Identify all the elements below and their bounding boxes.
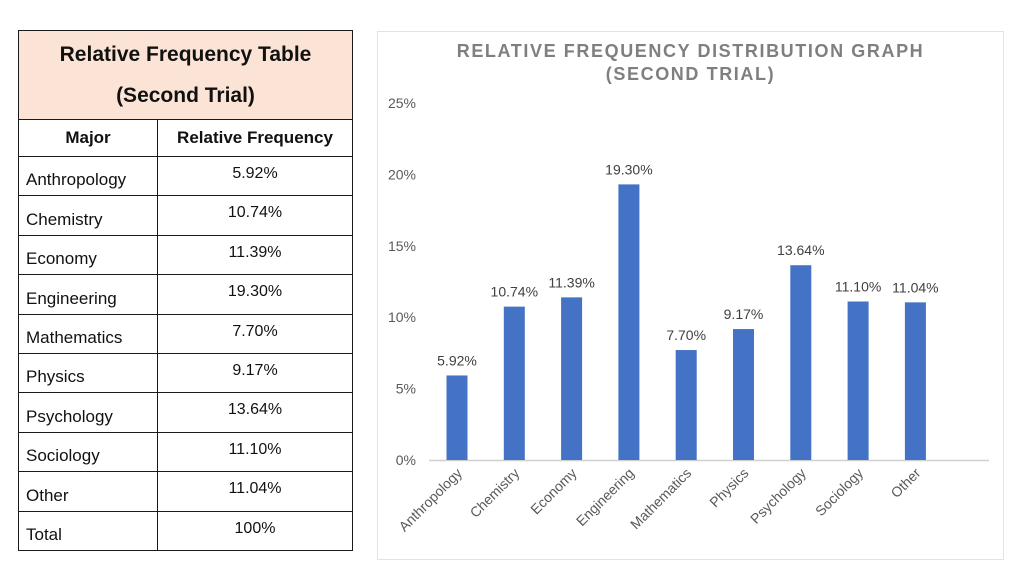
chart-panel: RELATIVE FREQUENCY DISTRIBUTION GRAPH (S…	[377, 31, 1004, 560]
bar-chart: 0% 5% 10% 15% 20% 25% 5.92% Anthropology 10.74% C…	[388, 95, 989, 535]
x-tick-label: Anthropology	[395, 465, 465, 535]
data-label: 13.64%	[777, 242, 824, 258]
chart-title-line1: RELATIVE FREQUENCY DISTRIBUTION GRAPH	[456, 41, 925, 61]
bar	[904, 302, 926, 460]
major-cell: Chemistry	[18, 195, 158, 236]
bar	[790, 265, 812, 460]
frequency-cell: 11.10%	[157, 431, 353, 473]
bar	[561, 297, 583, 460]
y-tick-label: 20%	[388, 166, 416, 182]
y-tick-label: 25%	[388, 95, 416, 111]
frequency-cell: 11.39%	[157, 234, 353, 276]
table-title-line1: Relative Frequency Table	[59, 43, 312, 66]
data-label: 9.17%	[724, 306, 764, 322]
frequency-cell: 5.92%	[157, 156, 353, 197]
major-cell: Engineering	[18, 274, 158, 315]
frequency-cell: 7.70%	[157, 313, 353, 354]
table-total-row: Total 100%	[18, 510, 353, 552]
header-major: Major	[18, 119, 158, 158]
frequency-cell: 10.74%	[157, 195, 353, 236]
table-row: Anthropology 5.92%	[18, 156, 353, 197]
x-tick-label: Sociology	[812, 465, 866, 519]
major-cell: Economy	[18, 234, 158, 276]
table-row: Sociology 11.10%	[18, 431, 353, 473]
bar	[618, 184, 640, 460]
bar	[847, 301, 869, 460]
table-row: Chemistry 10.74%	[18, 195, 353, 236]
x-tick-label: Physics	[706, 465, 751, 510]
table-row: Mathematics 7.70%	[18, 313, 353, 354]
table-title-row: Relative Frequency Table (Second Trial)	[18, 29, 353, 121]
data-label: 11.39%	[548, 274, 594, 290]
x-tick-label: Chemistry	[467, 465, 523, 521]
y-tick-label: 15%	[388, 238, 416, 254]
x-tick-label: Economy	[527, 465, 580, 518]
x-tick-label: Mathematics	[627, 465, 694, 532]
table-row: Other 11.04%	[18, 471, 353, 512]
bar	[503, 306, 525, 460]
x-tick-label: Psychology	[747, 465, 809, 527]
data-label: 7.70%	[666, 327, 706, 343]
frequency-cell: 9.17%	[157, 352, 353, 394]
relative-frequency-table: Relative Frequency Table (Second Trial) …	[18, 29, 353, 552]
y-tick-label: 5%	[396, 381, 416, 397]
header-relative-frequency: Relative Frequency	[157, 119, 353, 158]
table-title-line2: (Second Trial)	[116, 84, 255, 107]
table-header-row: Major Relative Frequency	[18, 119, 353, 158]
bar	[675, 350, 697, 460]
chart-title: RELATIVE FREQUENCY DISTRIBUTION GRAPH (S…	[378, 40, 1003, 86]
major-cell: Mathematics	[18, 313, 158, 354]
x-tick-label: Other	[887, 465, 923, 501]
y-tick-label: 0%	[396, 452, 416, 468]
y-tick-label: 10%	[388, 309, 416, 325]
table-row: Psychology 13.64%	[18, 392, 353, 433]
data-label: 11.10%	[835, 278, 881, 294]
major-cell: Anthropology	[18, 156, 158, 197]
major-cell: Sociology	[18, 431, 158, 473]
table-row: Physics 9.17%	[18, 352, 353, 394]
chart-title-line2: (SECOND TRIAL)	[605, 64, 776, 84]
data-label: 19.30%	[605, 161, 652, 177]
bar	[733, 329, 754, 460]
major-cell: Other	[18, 471, 158, 512]
total-value: 100%	[157, 510, 353, 552]
major-cell: Physics	[18, 352, 158, 394]
frequency-cell: 11.04%	[157, 471, 353, 512]
bar	[446, 375, 468, 460]
table-title: Relative Frequency Table (Second Trial)	[18, 29, 353, 121]
major-cell: Psychology	[18, 392, 158, 433]
frequency-cell: 19.30%	[157, 274, 353, 315]
total-label: Total	[18, 510, 158, 552]
table-row: Economy 11.39%	[18, 234, 353, 276]
frequency-cell: 13.64%	[157, 392, 353, 433]
data-label: 5.92%	[437, 352, 477, 368]
data-label: 10.74%	[491, 284, 538, 300]
table-row: Engineering 19.30%	[18, 274, 353, 315]
data-label: 11.04%	[892, 279, 938, 295]
